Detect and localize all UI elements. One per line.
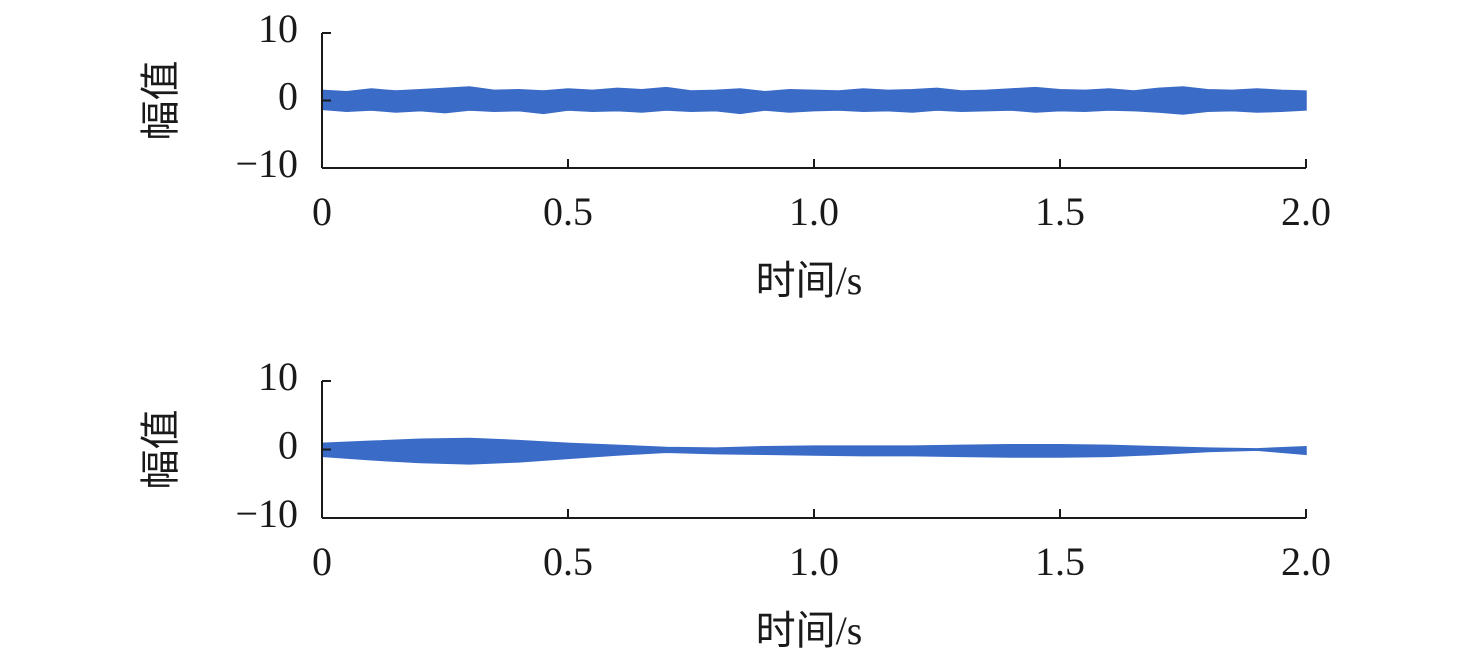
x-tick-label: 0.5 bbox=[543, 539, 593, 584]
x-tick-label: 2.0 bbox=[1281, 539, 1331, 584]
y-axis-label: 幅值 bbox=[138, 410, 183, 490]
x-tick-label: 0.5 bbox=[543, 189, 593, 234]
x-axis-label: 时间/s bbox=[756, 258, 863, 303]
x-axis-label: 时间/s bbox=[756, 608, 863, 653]
x-tick-label: 1.0 bbox=[789, 189, 839, 234]
y-tick-label: −10 bbox=[235, 141, 298, 186]
subplot: −10 0 10 0 0.5 1.0 1.5 2.0 时间/s 幅值 bbox=[138, 354, 1331, 653]
y-tick-label: 10 bbox=[258, 6, 298, 51]
x-tick-label: 0 bbox=[312, 539, 332, 584]
y-tick-label: 0 bbox=[278, 423, 298, 468]
y-tick-label: −10 bbox=[235, 491, 298, 536]
x-tick-label: 1.0 bbox=[789, 539, 839, 584]
signal-band bbox=[321, 86, 1307, 115]
y-tick-label: 10 bbox=[258, 354, 298, 399]
y-tick-label: 0 bbox=[278, 74, 298, 119]
y-axis-label: 幅值 bbox=[138, 61, 183, 141]
signal-band bbox=[321, 437, 1307, 465]
subplot: −10 0 10 0 0.5 1.0 1.5 2.0 时间/s 幅值 bbox=[138, 6, 1331, 303]
x-tick-label: 1.5 bbox=[1035, 539, 1085, 584]
x-tick-label: 2.0 bbox=[1281, 189, 1331, 234]
x-tick-label: 0 bbox=[312, 189, 332, 234]
x-tick-label: 1.5 bbox=[1035, 189, 1085, 234]
